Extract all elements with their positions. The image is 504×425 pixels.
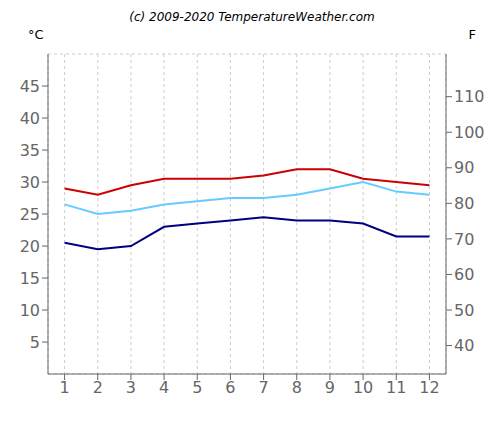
- svg-text:15: 15: [20, 269, 40, 288]
- svg-text:45: 45: [20, 77, 40, 96]
- svg-text:4: 4: [159, 378, 169, 397]
- html-text:(c) 2009-2020 TemperatureWeath: (c) 2009-2020 TemperatureWeather.com: [129, 10, 375, 24]
- svg-text:30: 30: [20, 173, 40, 192]
- svg-text:100: 100: [454, 123, 485, 142]
- svg-text:80: 80: [454, 194, 474, 213]
- svg-text:7: 7: [258, 378, 268, 397]
- svg-text:20: 20: [20, 237, 40, 256]
- html-text:F: F: [468, 27, 476, 42]
- svg-text:35: 35: [20, 141, 40, 160]
- svg-text:12: 12: [419, 378, 439, 397]
- svg-text:8: 8: [292, 378, 302, 397]
- svg-text:25: 25: [20, 205, 40, 224]
- svg-text:3: 3: [126, 378, 136, 397]
- svg-text:5: 5: [30, 333, 40, 352]
- svg-text:1: 1: [59, 378, 69, 397]
- svg-text:70: 70: [454, 230, 474, 249]
- svg-text:6: 6: [225, 378, 235, 397]
- svg-text:60: 60: [454, 265, 474, 284]
- svg-text:2: 2: [93, 378, 103, 397]
- svg-text:110: 110: [454, 87, 485, 106]
- svg-text:9: 9: [325, 378, 335, 397]
- svg-text:40: 40: [454, 336, 474, 355]
- svg-text:11: 11: [386, 378, 406, 397]
- svg-text:50: 50: [454, 301, 474, 320]
- html-text:°C: °C: [28, 27, 44, 42]
- svg-text:90: 90: [454, 158, 474, 177]
- svg-text:10: 10: [20, 301, 40, 320]
- svg-text:5: 5: [192, 378, 202, 397]
- svg-text:40: 40: [20, 109, 40, 128]
- svg-text:10: 10: [353, 378, 373, 397]
